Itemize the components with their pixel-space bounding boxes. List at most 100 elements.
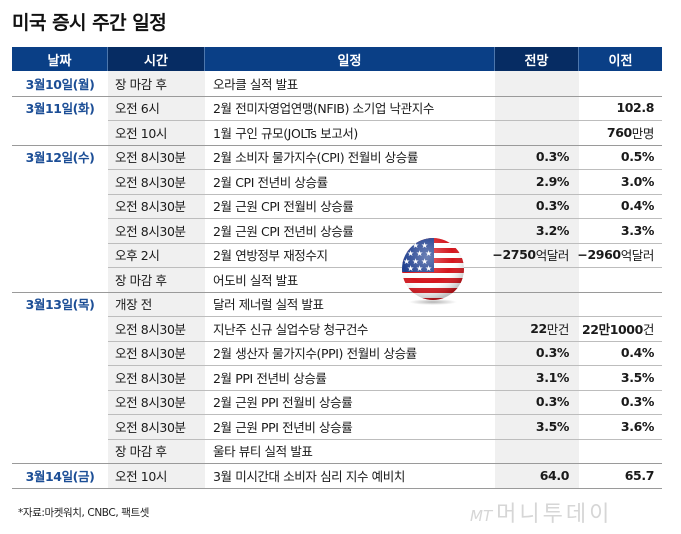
- cell-previous: 0.3%: [579, 390, 662, 415]
- table-row: 3월13일(목) 개장 전 달러 제너럴 실적 발표: [12, 291, 662, 317]
- cell-forecast: 3.2%: [495, 218, 579, 243]
- cell-forecast: 0.3%: [495, 144, 579, 169]
- cell-date: 3월14일(금): [12, 463, 108, 488]
- table-row: 오전 8시30분 2월 근원 PPI 전월비 상승률 0.3% 0.3%: [12, 389, 662, 415]
- cell-forecast-value: 0.3%: [535, 345, 569, 361]
- cell-date-value: 3월11일(화): [25, 101, 95, 117]
- cell-previous-value: 3.0%: [620, 173, 654, 189]
- cell-event-value: 2월 PPI 전년비 상승률: [213, 370, 327, 386]
- cell-event: 지난주 신규 실업수당 청구건수: [205, 316, 495, 341]
- cell-previous-value: −2960: [577, 247, 621, 263]
- cell-forecast-value: 3.1%: [535, 369, 569, 385]
- cell-forecast-value: 0.3%: [535, 149, 569, 165]
- cell-time-value: 오전 8시30분: [115, 223, 186, 239]
- header-date: 날짜: [12, 47, 108, 71]
- cell-previous: 0.4%: [579, 194, 662, 219]
- table-row: 오전 8시30분 2월 생산자 물가지수(PPI) 전월비 상승률 0.3% 0.4%: [12, 340, 662, 366]
- table-row: 오전 8시30분 지난주 신규 실업수당 청구건수 22 만건 22만1000 건: [12, 316, 662, 341]
- cell-time: 오전 8시30분: [108, 169, 205, 194]
- cell-event: 3월 미시간대 소비자 심리 지수 예비치: [205, 463, 495, 488]
- cell-previous-value: 760: [606, 124, 632, 140]
- cell-time-value: 오전 8시30분: [115, 346, 186, 362]
- cell-previous: [579, 292, 662, 317]
- cell-previous-value: 3.5%: [620, 369, 654, 385]
- cell-time-value: 장 마감 후: [115, 272, 167, 288]
- cell-previous: [579, 267, 662, 292]
- cell-event-value: 2월 CPI 전년비 상승률: [213, 174, 328, 190]
- cell-forecast: [495, 95, 579, 120]
- cell-date: [12, 414, 108, 439]
- cell-date: [12, 243, 108, 268]
- cell-time-value: 오전 10시: [115, 125, 167, 141]
- cell-time-value: 오전 8시30분: [115, 199, 186, 215]
- cell-forecast: 3.1%: [495, 365, 579, 390]
- cell-forecast-value: 0.3%: [535, 394, 569, 410]
- cell-previous: [579, 71, 662, 96]
- header-previous: 이전: [608, 53, 633, 69]
- cell-forecast: 0.3%: [495, 340, 579, 365]
- cell-previous: 65.7: [579, 463, 662, 488]
- cell-forecast-value: 64.0: [539, 467, 570, 483]
- cell-time-value: 오전 8시30분: [115, 174, 186, 190]
- cell-time: 오전 8시30분: [108, 218, 205, 243]
- cell-date-value: 3월12일(수): [25, 150, 95, 166]
- cell-previous: 3.5%: [579, 365, 662, 390]
- cell-previous: −2960 억달러: [577, 243, 662, 268]
- cell-previous: 102.8: [579, 96, 662, 121]
- cell-event-value: 1월 구인 규모(JOLTs 보고서): [213, 125, 358, 141]
- cell-forecast-unit: 만건: [546, 321, 570, 337]
- cell-forecast: [495, 438, 579, 463]
- cell-time: 오전 8시30분: [108, 389, 205, 414]
- cell-time-value: 장 마감 후: [115, 444, 167, 460]
- cell-date: [12, 390, 108, 415]
- cell-time: 개장 전: [108, 291, 205, 316]
- cell-event: 2월 근원 CPI 전년비 상승률: [205, 218, 495, 243]
- table-header: 날짜 시간 일정 전망 이전: [12, 47, 662, 71]
- table-row: 오전 10시 1월 구인 규모(JOLTs 보고서) 760 만명: [12, 120, 662, 145]
- cell-time: 장 마감 후: [108, 438, 205, 463]
- cell-forecast-value: 2.9%: [535, 173, 569, 189]
- cell-date: [12, 267, 108, 292]
- cell-time-value: 오전 6시: [115, 101, 160, 117]
- cell-time-value: 오전 8시30분: [115, 321, 186, 337]
- cell-forecast: −2750 억달러: [492, 242, 579, 267]
- cell-event: 오라클 실적 발표: [205, 71, 495, 96]
- cell-time: 장 마감 후: [108, 267, 205, 292]
- cell-time-value: 오전 8시30분: [115, 419, 186, 435]
- watermark-text: 머니투데이: [496, 502, 613, 527]
- cell-forecast: 0.3%: [495, 389, 579, 414]
- header-event: 일정: [205, 47, 495, 71]
- cell-event-value: 2월 소비자 물가지수(CPI) 전월비 상승률: [213, 150, 418, 166]
- cell-previous-value: 0.3%: [620, 394, 654, 410]
- cell-forecast: [495, 267, 579, 292]
- cell-previous: 22만1000 건: [579, 316, 662, 341]
- cell-previous: 0.4%: [579, 341, 662, 366]
- table-row: 3월14일(금) 오전 10시 3월 미시간대 소비자 심리 지수 예비치 64.0 6…: [12, 463, 662, 488]
- cell-forecast-value: 0.3%: [535, 198, 569, 214]
- cell-previous: 3.3%: [579, 218, 662, 243]
- table-row: 장 마감 후 울타 뷰티 실적 발표: [12, 438, 662, 464]
- cell-event-value: 지난주 신규 실업수당 청구건수: [213, 321, 369, 337]
- cell-previous-value: 0.4%: [620, 198, 654, 214]
- cell-forecast: [495, 120, 579, 145]
- cell-event: 2월 생산자 물가지수(PPI) 전월비 상승률: [205, 341, 495, 366]
- cell-forecast-value: 22: [530, 320, 547, 336]
- cell-previous-value: 3.6%: [620, 418, 654, 434]
- cell-forecast: 0.3%: [495, 193, 579, 218]
- cell-previous-unit: 만명: [631, 125, 655, 141]
- table-row: 3월10일(월) 장 마감 후 오라클 실적 발표: [12, 71, 662, 96]
- cell-time: 오전 10시: [108, 120, 205, 145]
- cell-event-value: 3월 미시간대 소비자 심리 지수 예비치: [213, 468, 405, 484]
- cell-event-value: 2월 연방정부 재정수지: [213, 248, 328, 264]
- cell-event: 어도비 실적 발표: [205, 267, 495, 292]
- table-bottom-rule: [12, 487, 662, 489]
- cell-previous-unit: 건: [642, 321, 655, 337]
- cell-time: 오전 6시: [108, 95, 205, 120]
- cell-event: 울타 뷰티 실적 발표: [205, 439, 495, 464]
- cell-date: [12, 439, 108, 464]
- table-row: 장 마감 후 어도비 실적 발표: [12, 267, 662, 292]
- cell-date: [12, 120, 108, 145]
- cell-time: 오전 8시30분: [108, 144, 205, 169]
- cell-previous: 3.6%: [579, 414, 662, 439]
- cell-forecast-value: 3.5%: [535, 418, 569, 434]
